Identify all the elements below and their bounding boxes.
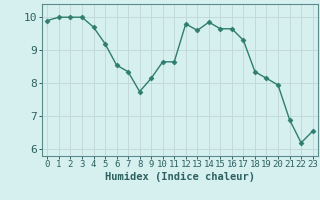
X-axis label: Humidex (Indice chaleur): Humidex (Indice chaleur) (105, 172, 255, 182)
